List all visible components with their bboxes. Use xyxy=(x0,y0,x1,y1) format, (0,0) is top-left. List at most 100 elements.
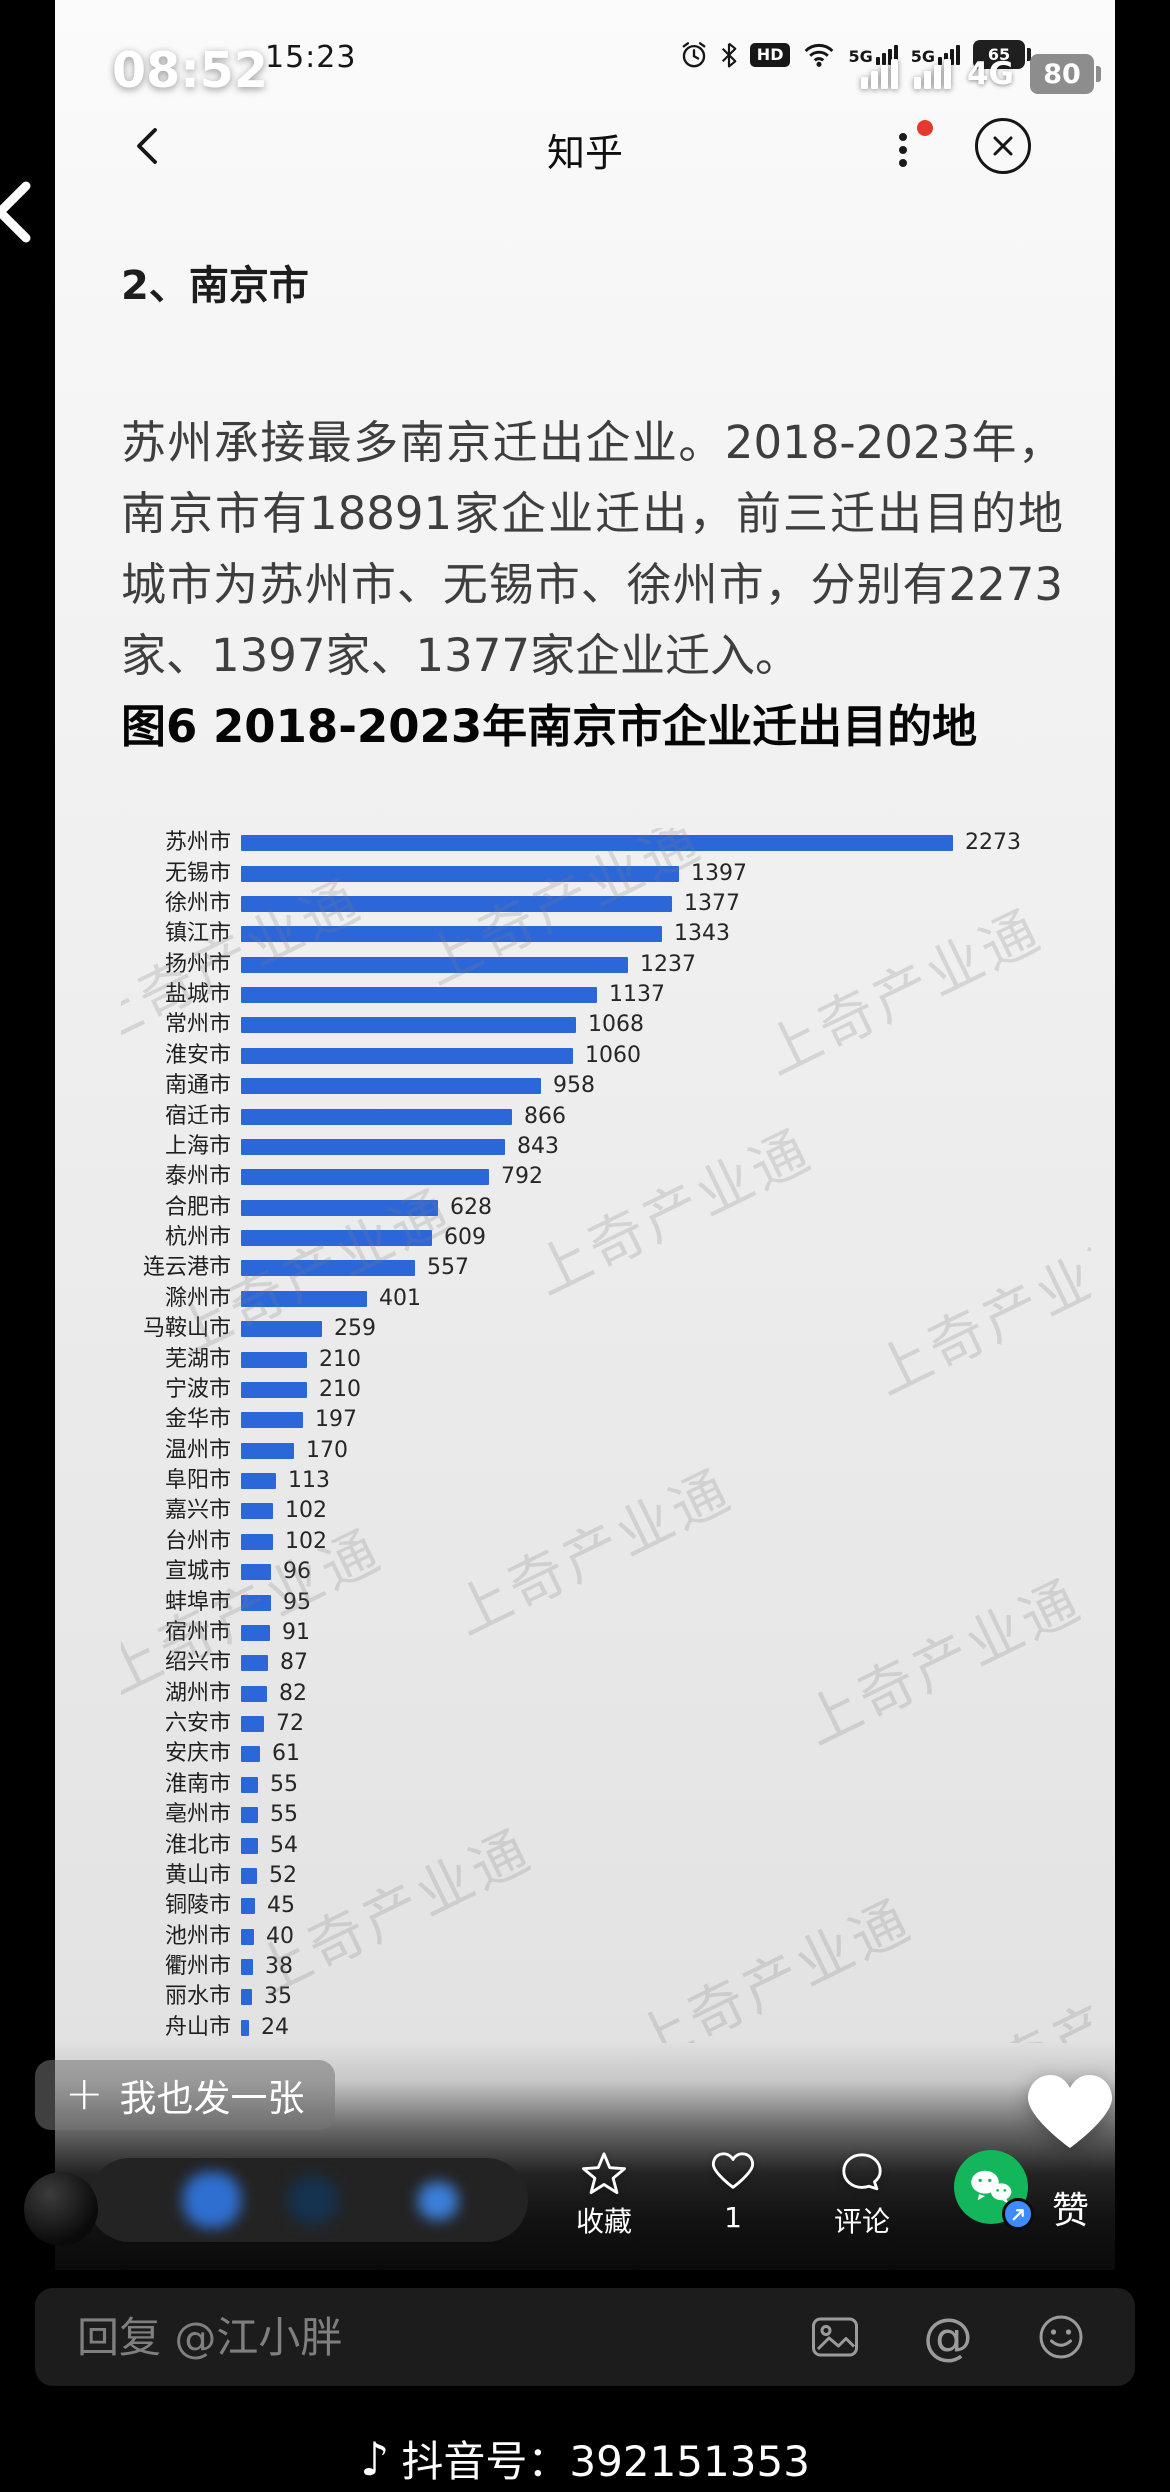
chart-row: 芜湖市 210 xyxy=(121,1344,1091,1374)
mention-at-icon[interactable]: @ xyxy=(923,2308,973,2366)
more-menu-icon xyxy=(895,120,933,176)
blurred-emoji-preview xyxy=(288,2176,338,2224)
chart-row: 淮南市 55 xyxy=(121,1770,1091,1800)
bar xyxy=(241,2019,249,2036)
chart-row: 合肥市 628 xyxy=(121,1193,1091,1223)
chart-row: 宿州市 91 xyxy=(121,1618,1091,1648)
share-arrow-badge xyxy=(1002,2198,1034,2230)
bar xyxy=(241,1533,273,1550)
plus-icon: + xyxy=(65,2066,104,2120)
bar-value: 1377 xyxy=(684,890,740,916)
bar xyxy=(241,1867,257,1884)
wechat-share-button[interactable] xyxy=(954,2150,1034,2230)
bar xyxy=(241,1078,541,1095)
bar xyxy=(241,1928,254,1945)
add-photo-button[interactable]: + 我也发一张 xyxy=(35,2060,335,2130)
chart-row: 苏州市 2273 xyxy=(121,828,1091,858)
bar xyxy=(241,1716,264,1733)
bar xyxy=(241,1199,438,1216)
emoji-smiley-icon[interactable] xyxy=(1037,2313,1085,2361)
wechat-icon xyxy=(971,2170,1012,2204)
chart-row: 南通市 958 xyxy=(121,1071,1091,1101)
alarm-clock-icon xyxy=(682,41,706,67)
bar-value: 1343 xyxy=(674,921,730,947)
bar-label: 舟山市 xyxy=(164,2014,231,2040)
like-label: 赞 xyxy=(1052,2189,1089,2232)
bar xyxy=(241,1685,267,1702)
bar-value: 609 xyxy=(444,1225,486,1251)
back-arrow-icon xyxy=(137,128,157,164)
page-title: 知乎 xyxy=(546,131,623,175)
bar-value: 45 xyxy=(267,1893,295,1919)
signal-bars-icon xyxy=(875,44,898,65)
chart-row: 嘉兴市 102 xyxy=(121,1496,1091,1526)
bar xyxy=(241,865,679,882)
bar-label: 丽水市 xyxy=(164,1984,231,2010)
chart-row: 杭州市 609 xyxy=(121,1223,1091,1253)
bar-label: 衢州市 xyxy=(164,1954,231,1980)
bar-label: 合肥市 xyxy=(164,1194,231,1220)
bar xyxy=(241,1746,260,1763)
like-count: 1 xyxy=(724,2201,742,2234)
notification-badge xyxy=(917,120,933,136)
bar-label: 池州市 xyxy=(164,1923,231,1949)
bar-value: 792 xyxy=(501,1164,543,1190)
like-heart-icon[interactable] xyxy=(1022,2068,1118,2156)
comment-bar[interactable]: @ xyxy=(35,2288,1135,2386)
bar-label: 镇江市 xyxy=(164,921,231,947)
bar-value: 401 xyxy=(379,1285,421,1311)
bar-value: 197 xyxy=(315,1407,357,1433)
bar-value: 102 xyxy=(285,1528,327,1554)
image-attach-icon[interactable] xyxy=(811,2316,859,2358)
comment-input[interactable] xyxy=(35,2312,811,2362)
bar-value: 1060 xyxy=(585,1042,641,1068)
outer-status-icons: 4G 80 xyxy=(860,54,1101,94)
bar xyxy=(241,1655,268,1672)
bar xyxy=(241,1776,258,1793)
like-count-button[interactable]: 1 xyxy=(681,2150,785,2232)
chart-row: 湖州市 82 xyxy=(121,1679,1091,1709)
bar xyxy=(241,1138,505,1155)
bar-value: 35 xyxy=(264,1984,292,2010)
chart-row: 舟山市 24 xyxy=(121,2013,1091,2043)
bar xyxy=(241,1442,294,1459)
chart-row: 绍兴市 87 xyxy=(121,1648,1091,1678)
bar-value: 1068 xyxy=(588,1012,644,1038)
bar xyxy=(241,1412,303,1429)
bar xyxy=(241,956,628,973)
favorite-button[interactable]: 收藏 xyxy=(552,2150,656,2236)
comment-label: 评论 xyxy=(833,2205,890,2238)
bar-value: 61 xyxy=(272,1741,300,1767)
bar-value: 170 xyxy=(306,1437,348,1463)
network-type-label: 4G xyxy=(966,56,1014,92)
bar-value: 1397 xyxy=(691,860,747,886)
chart-row: 金华市 197 xyxy=(121,1405,1091,1435)
chart-rows: 苏州市 2273 无锡市 1397 徐州市 1377 镇江市 1343 扬州市 1237 盐城市 11… xyxy=(121,828,1091,2043)
bar xyxy=(241,1047,573,1064)
bar xyxy=(241,1017,576,1034)
battery-level: 80 xyxy=(1043,58,1081,90)
battery-icon: 80 xyxy=(1030,54,1101,94)
bar xyxy=(241,1290,367,1307)
shared-screenshot-image[interactable]: 15:23 HD 5G 5G xyxy=(55,0,1115,2270)
chart-row: 滁州市 401 xyxy=(121,1284,1091,1314)
chart-row: 阜阳市 113 xyxy=(121,1466,1091,1496)
chart-row: 泰州市 792 xyxy=(121,1162,1091,1192)
bar-label: 芜湖市 xyxy=(164,1346,231,1372)
bar-label: 淮北市 xyxy=(164,1832,231,1858)
comment-button[interactable]: 评论 xyxy=(810,2150,914,2236)
bar xyxy=(241,1989,252,2006)
bar-label: 蚌埠市 xyxy=(164,1589,231,1615)
chart-row: 扬州市 1237 xyxy=(121,950,1091,980)
chart-row: 无锡市 1397 xyxy=(121,858,1091,888)
chart-row: 宿迁市 866 xyxy=(121,1101,1091,1131)
previous-image-chevron-icon[interactable] xyxy=(0,176,44,248)
bar-label: 安庆市 xyxy=(164,1741,231,1767)
bar-label: 宁波市 xyxy=(164,1376,231,1402)
bar xyxy=(241,1351,307,1368)
bar-value: 55 xyxy=(270,1771,298,1797)
bar xyxy=(241,987,597,1004)
emoji-quick-bar[interactable] xyxy=(88,2158,528,2242)
wifi-icon xyxy=(805,43,834,67)
bar-label: 连云港市 xyxy=(142,1255,231,1281)
